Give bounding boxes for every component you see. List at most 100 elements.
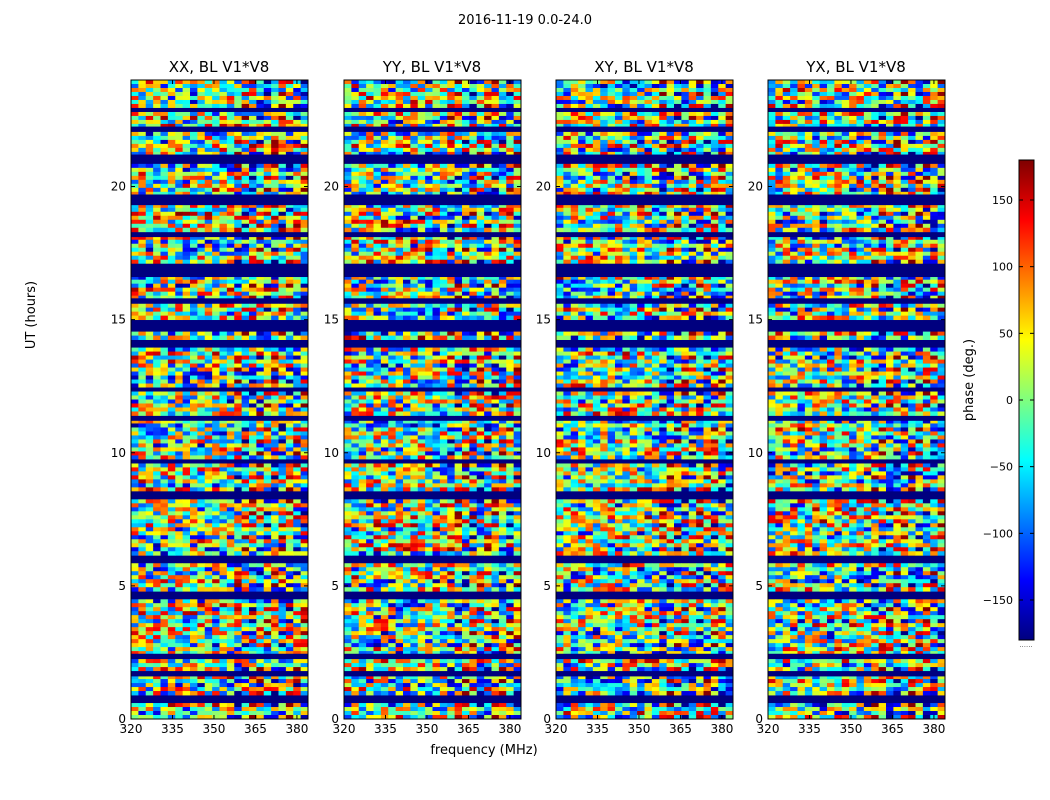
phase-cell [491,151,500,157]
phase-cell [138,247,147,253]
phase-cell [425,307,433,313]
phase-cell [491,239,500,245]
phase-cell [145,691,154,696]
phase-cell [351,399,360,404]
phase-cell [145,375,154,380]
phase-cell [439,123,448,129]
phase-cell [271,355,279,360]
phase-cell [167,143,176,149]
phase-cell [212,635,220,640]
phase-cell [234,175,243,181]
phase-cell [234,603,243,608]
phase-cell [241,715,250,720]
phase-cell [182,187,191,193]
phase-cell [300,227,309,233]
phase-cell [219,143,228,149]
phase-cell [234,627,243,632]
phase-cell [403,95,411,101]
phase-cell [145,335,154,340]
phase-cell [425,391,433,396]
phase-cell [425,259,433,265]
phase-cell [263,443,272,448]
phase-cell [358,247,367,253]
phase-cell [263,203,272,209]
phase-cell [491,311,500,317]
phase-cell [403,359,411,364]
phase-cell [226,223,235,229]
phase-cell [263,399,272,404]
phase-cell [160,283,169,289]
phase-cell [153,463,161,468]
phase-cell [226,515,235,520]
phase-cell [131,203,139,209]
phase-cell [145,535,154,540]
phase-cell [219,135,228,141]
phase-cell [204,659,213,664]
phase-cell [462,411,470,416]
phase-cell [145,627,154,632]
phase-cell [256,355,265,360]
phase-cell [256,551,265,556]
phase-cell [153,503,161,508]
phase-cell [278,667,287,672]
phase-cell [388,119,397,125]
phase-cell [167,639,176,644]
phase-cell [138,391,147,396]
phase-cell [175,715,184,720]
phase-cell [358,447,367,452]
phase-cell [410,151,419,157]
phase-cell [271,691,279,696]
phase-cell [373,147,382,153]
phase-cell [160,239,169,245]
phase-cell [278,175,287,181]
phase-cell [219,295,228,301]
phase-cell [300,383,309,388]
phase-cell [256,163,265,169]
phase-cell [439,275,448,281]
phase-cell [167,95,176,101]
phase-cell [197,335,206,340]
phase-cell [204,511,213,516]
phase-cell [145,351,154,356]
phase-cell [395,143,404,149]
phase-cell [491,203,500,209]
phase-cell [439,211,448,217]
phase-cell [484,103,492,109]
phase-cell [256,455,265,460]
phase-cell [160,603,169,608]
phase-cell [410,371,419,376]
phase-cell [351,419,360,424]
phase-cell [226,479,235,484]
phase-cell [278,483,287,488]
phase-cell [293,171,302,177]
phase-cell [263,711,272,716]
phase-cell [271,703,279,708]
phase-cell [380,411,389,416]
phase-cell [234,235,243,241]
phase-cell [219,511,228,516]
phase-cell [506,435,515,440]
phase-cell [175,451,184,456]
phase-cell [204,111,213,117]
phase-cell [138,403,147,408]
phase-cell [167,175,176,181]
phase-cell [263,583,272,588]
phase-cell [447,219,456,225]
phase-cell [145,707,154,712]
phase-cell [484,99,492,105]
phase-cell [432,443,441,448]
phase-cell [145,479,154,484]
phase-cell [476,95,485,101]
phase-cell [278,627,287,632]
phase-cell [131,515,139,520]
phase-cell [160,627,169,632]
phase-cell [425,183,433,189]
phase-cell [484,163,492,169]
phase-cell [293,539,302,544]
phase-cell [484,435,492,440]
phase-cell [145,563,154,568]
phase-cell [249,523,257,528]
phase-cell [263,651,272,656]
phase-cell [271,247,279,253]
phase-cell [190,391,198,396]
